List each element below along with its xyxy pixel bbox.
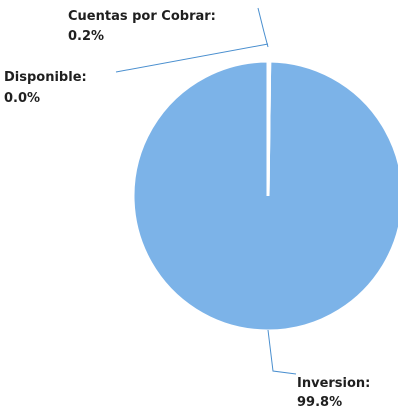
data-label-cuentas-name: Cuentas por Cobrar: (68, 9, 216, 24)
leader-line-inversion (267, 329, 297, 375)
leader-line-cuentas (257, 7, 269, 48)
leader-line-disponible (115, 43, 269, 73)
data-label-inversion-name: Inversion: (297, 376, 370, 391)
leader-lines (115, 7, 297, 375)
pie-slice-disponible (266, 60, 272, 197)
pie-slices (131, 59, 398, 333)
data-label-disponible-name: Disponible: (4, 70, 87, 85)
data-label-disponible-value: 0.0% (4, 91, 40, 106)
pie-slice-inversion (131, 59, 398, 333)
data-label-inversion-value: 99.8% (297, 395, 342, 410)
data-label-cuentas-value: 0.2% (68, 29, 104, 44)
